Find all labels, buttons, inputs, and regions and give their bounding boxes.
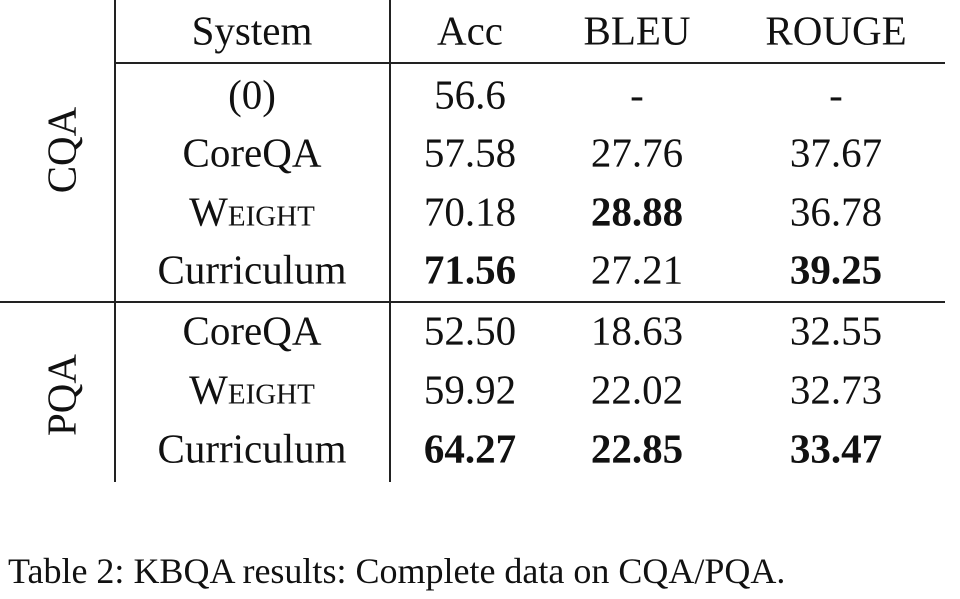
table-cell: CoreQA (182, 307, 322, 354)
table-cell: CoreQA (182, 129, 322, 176)
rule (389, 0, 391, 482)
group-label: CQA (38, 106, 85, 194)
header-cell: System (191, 7, 313, 54)
table-cell: 36.78 (789, 188, 883, 235)
table-cell: 39.25 (789, 246, 883, 293)
rule (114, 0, 116, 482)
group-label: PQA (38, 353, 85, 437)
table-cell: Curriculum (157, 246, 347, 293)
table-cell: 27.21 (590, 246, 684, 293)
header-cell: ROUGE (765, 7, 907, 54)
table-cell: 71.56 (423, 246, 517, 293)
table-cell: 33.47 (789, 425, 883, 472)
table-cell: 32.73 (789, 366, 883, 413)
table-cell: Curriculum (157, 425, 347, 472)
header-cell: BLEU (583, 7, 691, 54)
table-cell: Weight (189, 366, 315, 413)
table-cell: 37.67 (789, 129, 883, 176)
table-cell: - (829, 71, 843, 118)
table-cell: 32.55 (789, 307, 883, 354)
table-cell: 59.92 (423, 366, 517, 413)
table-cell: 64.27 (423, 425, 517, 472)
table-cell: 52.50 (423, 307, 517, 354)
table-cell: 70.18 (423, 188, 517, 235)
table-cell: - (630, 71, 644, 118)
table-cell: 22.85 (590, 425, 684, 472)
caption: Table 2: KBQA results: Complete data on … (8, 551, 786, 591)
table-cell: (0) (228, 71, 276, 118)
header-cell: Acc (436, 7, 504, 54)
table-cell: 56.6 (434, 71, 506, 118)
table-cell: 18.63 (590, 307, 684, 354)
table-cell: 57.58 (423, 129, 517, 176)
rule (115, 62, 945, 64)
table-cell: 27.76 (590, 129, 684, 176)
table-cell: 22.02 (590, 366, 684, 413)
table-cell: Weight (189, 188, 315, 235)
table-cell: 28.88 (590, 188, 684, 235)
rule (0, 301, 945, 303)
